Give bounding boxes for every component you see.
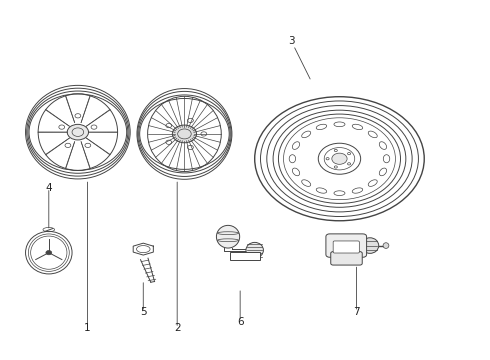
Text: 1: 1 (84, 323, 91, 333)
Text: 7: 7 (353, 307, 360, 317)
Ellipse shape (293, 142, 300, 149)
Text: 6: 6 (237, 317, 244, 327)
Ellipse shape (332, 153, 347, 164)
FancyBboxPatch shape (331, 252, 362, 265)
Ellipse shape (383, 155, 390, 163)
Ellipse shape (368, 131, 377, 138)
Text: 5: 5 (140, 307, 147, 317)
Ellipse shape (302, 131, 311, 138)
FancyBboxPatch shape (333, 241, 359, 253)
Ellipse shape (352, 188, 363, 193)
Ellipse shape (289, 155, 295, 163)
Ellipse shape (316, 124, 327, 130)
Ellipse shape (334, 191, 345, 195)
Ellipse shape (368, 180, 377, 186)
Ellipse shape (46, 251, 52, 255)
Bar (230, 252, 260, 260)
Ellipse shape (217, 225, 240, 248)
FancyBboxPatch shape (326, 234, 367, 257)
Ellipse shape (172, 125, 196, 143)
Text: 2: 2 (174, 323, 180, 333)
Ellipse shape (246, 242, 264, 258)
Ellipse shape (316, 188, 327, 193)
Ellipse shape (67, 124, 89, 140)
Ellipse shape (352, 124, 363, 130)
Text: 4: 4 (46, 183, 52, 193)
Ellipse shape (379, 168, 387, 176)
Ellipse shape (361, 238, 379, 253)
Ellipse shape (302, 180, 311, 186)
Ellipse shape (293, 168, 300, 176)
Ellipse shape (334, 122, 345, 127)
Text: 3: 3 (288, 36, 294, 46)
Ellipse shape (383, 243, 389, 248)
Ellipse shape (379, 142, 387, 149)
